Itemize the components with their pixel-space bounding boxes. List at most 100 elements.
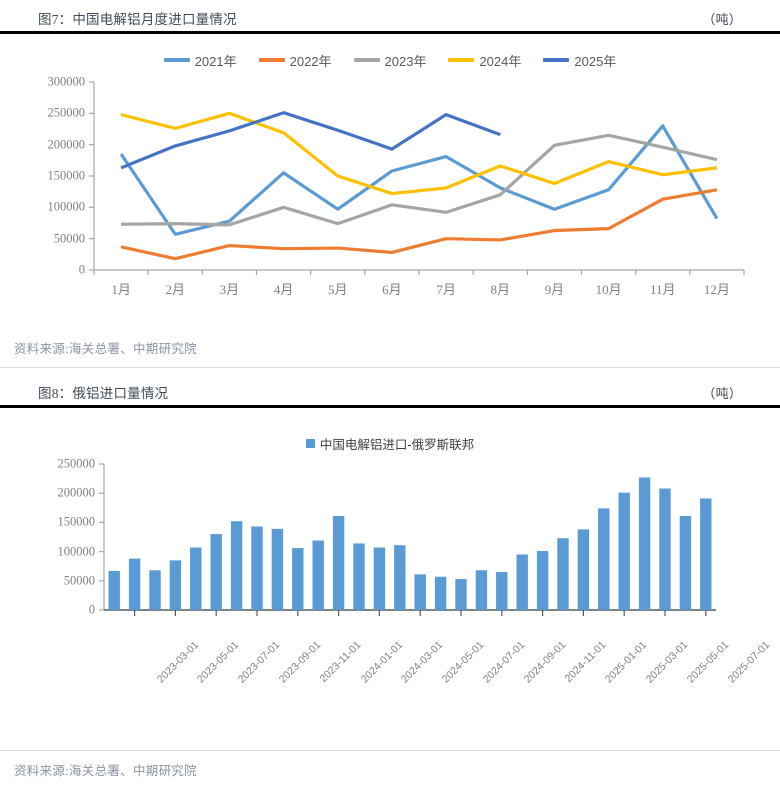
figure7-source: 资料来源:海关总署、中期研究院 [14,342,197,356]
bar [618,492,630,610]
figure8-ytick-label: 150000 [57,514,96,529]
figure8-xtick-label: 2024-05-01 [439,639,487,686]
bar [312,540,324,610]
figure7-xtick-label: 12月 [703,282,730,297]
bar [496,572,508,610]
figure8-footer-rule [0,750,780,751]
bar [373,547,386,610]
figure7-footer-rule [0,367,780,368]
bar [353,543,365,610]
figure7-xtick-label: 6月 [382,282,402,297]
figure8-ytick-label: 50000 [63,573,95,588]
legend-swatch-2025 [543,58,570,62]
bar [700,498,712,610]
figure7-plot: 0 50000 100000 150000 200000 250000 300000 1月 2… [0,74,780,304]
figure8-xtick-label: 2025-03-01 [643,639,691,686]
figure8-xtick-label: 2025-01-01 [603,639,650,686]
line-series-2023年 [121,133,718,227]
legend-swatch-2022 [258,58,285,62]
bar [598,508,610,610]
bar [292,548,304,610]
figure8-xtick-label: 2025-07-01 [725,639,773,686]
figure7-ytick-label: 300000 [47,74,86,89]
bar [394,545,406,610]
bar [271,528,284,610]
legend-label-2022: 2022年 [289,53,332,69]
bar [149,570,161,610]
figure7-ytick-label: 150000 [47,168,86,183]
line-series-2025年 [120,111,501,170]
figure7-unit: （吨） [702,12,742,27]
figure8-xtick-label: 2025-05-01 [684,639,732,686]
bar [210,534,222,610]
legend-label-russia-import: 中国电解铝进口-俄罗斯联邦 [319,437,475,452]
bar [128,558,141,610]
figure8-xtick-label: 2023-07-01 [235,639,283,686]
legend-item-2025[interactable]: 2025年 [543,51,616,70]
figure8-ytick-label: 0 [88,602,95,617]
figure7-xtick-label: 7月 [436,282,456,297]
figure7-section: 图7：中国电解铝月度进口量情况 （吨） 2021年 2022年 2023年 [0,0,780,368]
bar [251,526,263,610]
bar [332,515,345,610]
bar [434,576,447,610]
bar [455,579,467,610]
figure7-xtick-label: 5月 [327,282,348,297]
figure7-chart: 2021年 2022年 2023年 2024年 2025年 [0,50,780,304]
legend-label-2021: 2021年 [194,53,237,69]
figure7-xtick-label: 11月 [649,282,676,297]
figure8-ytick-label: 100000 [57,544,96,559]
figure8-canvas [99,463,716,616]
bar [414,574,426,610]
figure7-title: 图7：中国电解铝月度进口量情况 [38,12,237,27]
line-series-2024年 [120,111,718,196]
figure8-xtick-label: 2024-03-01 [399,639,446,686]
figure8-legend: 中国电解铝进口-俄罗斯联邦 [0,434,780,452]
figure8-xtick-label: 2023-05-01 [195,639,242,686]
figure8-title: 图8：俄铝进口量情况 [38,386,169,401]
figure7-xtick-label: 2月 [165,282,186,297]
figure8-header: 图8：俄铝进口量情况 （吨） [0,368,780,405]
line-series-2022年 [120,188,718,261]
figure8-ytick-label: 250000 [57,456,96,471]
figure7-xtick-label: 9月 [544,282,565,297]
legend-item-russia-import[interactable]: 中国电解铝进口-俄罗斯联邦 [305,434,475,453]
legend-label-2024: 2024年 [479,53,522,69]
legend-swatch-russia-import [305,438,315,448]
figure8-xtick-label: 2024-11-01 [562,639,609,685]
figure8-source: 资料来源:海关总署、中期研究院 [14,764,197,778]
legend-swatch-2021 [163,58,190,62]
legend-item-2023[interactable]: 2023年 [353,51,426,70]
figure7-ytick-label: 200000 [47,137,86,152]
bar [169,560,182,610]
bar [577,529,590,610]
figure8-xtick-label: 2024-07-01 [480,639,528,686]
legend-swatch-2023 [353,58,380,62]
figure8-unit: （吨） [702,386,742,401]
figure7-canvas [89,81,745,275]
legend-swatch-2024 [448,58,475,62]
figure8-xtick-label: 2024-01-01 [358,639,405,686]
figure8-xtick-label: 2024-09-01 [521,639,569,686]
bar [190,547,202,610]
figure7-xtick-label: 8月 [490,282,511,297]
legend-label-2025: 2025年 [574,53,617,69]
bar [516,554,528,610]
figure7-header-rule [0,31,780,34]
legend-item-2022[interactable]: 2022年 [258,51,332,70]
figure8-header-rule [0,405,780,408]
legend-item-2021[interactable]: 2021年 [163,51,237,70]
bar [536,551,549,610]
figure7-xtick-label: 3月 [219,282,240,297]
figure8-chart: 中国电解铝进口-俄罗斯联邦 0 50000 100000 150000 200000 25… [0,434,780,686]
bar [659,488,671,610]
bar [475,570,488,610]
legend-item-2024[interactable]: 2024年 [448,51,521,70]
figure7-ytick-label: 0 [78,262,85,277]
figure7-ytick-label: 50000 [53,231,85,246]
figure8-x-axis: 2023-03-01 2023-05-01 2023-07-01 2023-09-01… [0,633,780,713]
figure8-ytick-label: 200000 [57,485,96,500]
bar [230,521,243,610]
figure8-xtick-label: 2023-11-01 [317,639,364,685]
bar [679,515,692,610]
